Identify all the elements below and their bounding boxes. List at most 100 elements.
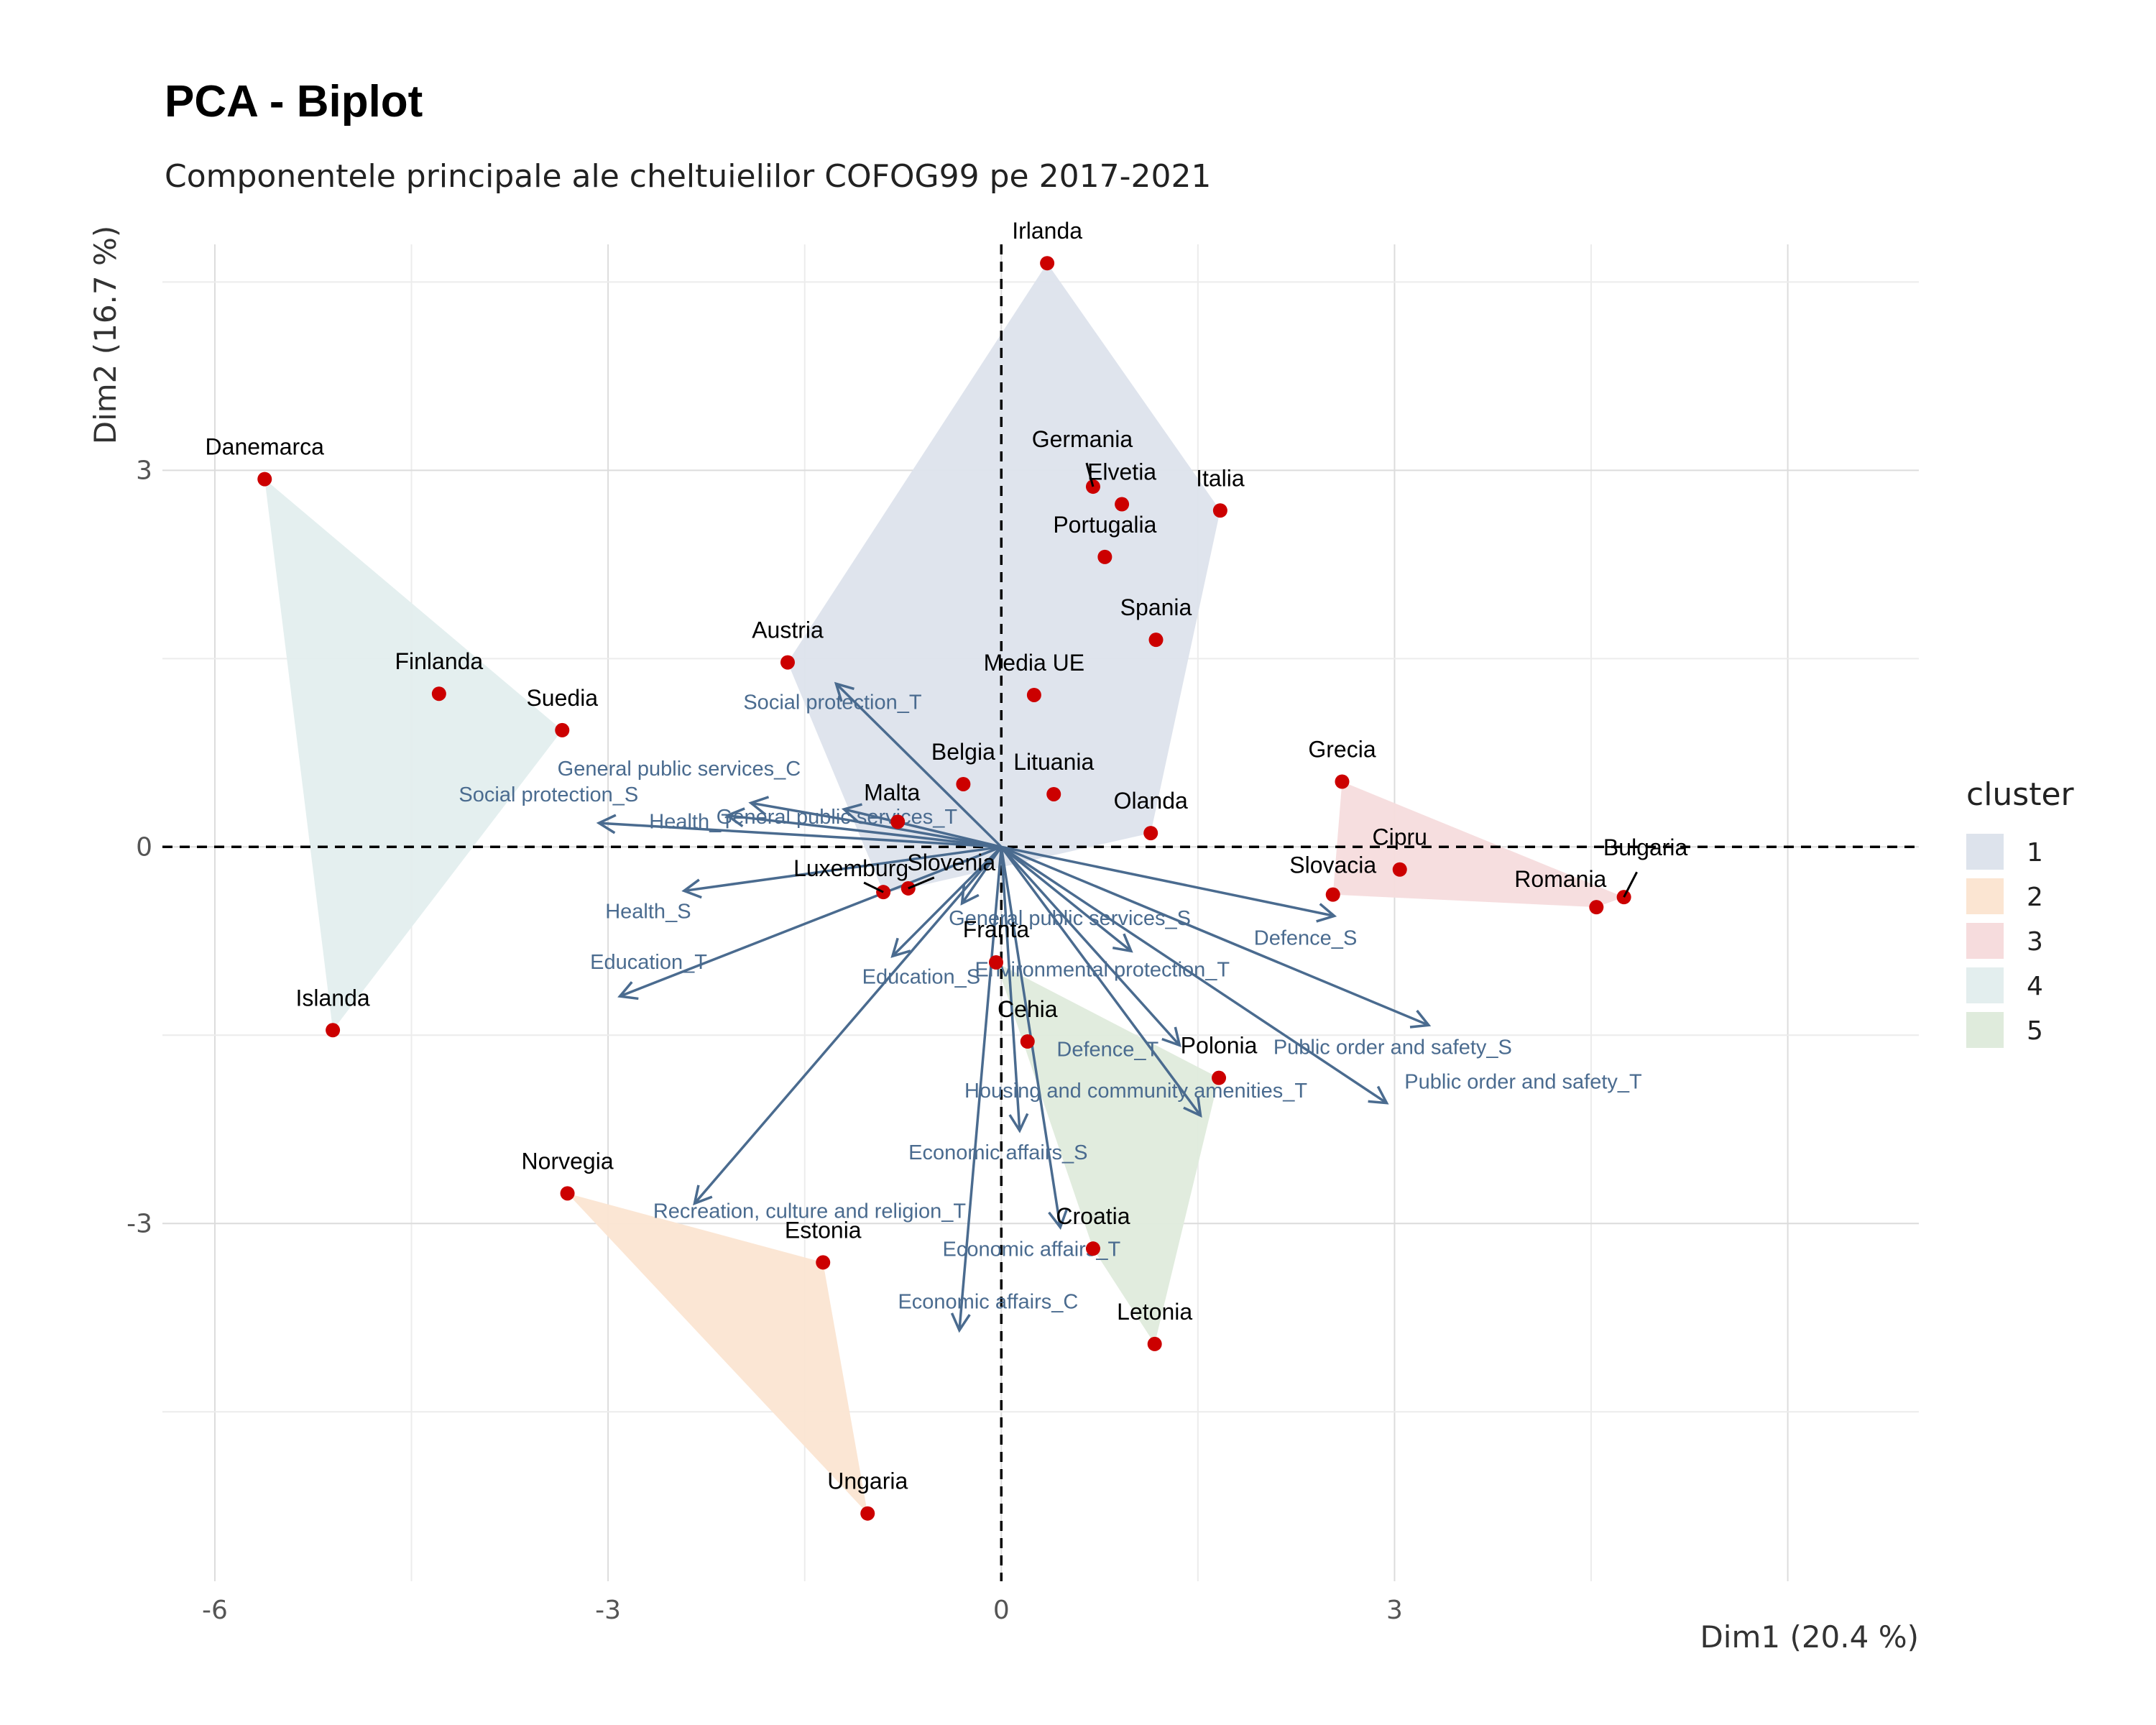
point-label: Grecia bbox=[1308, 736, 1376, 762]
point-Austria bbox=[780, 655, 795, 670]
variable-label: Recreation, culture and religion_T bbox=[653, 1200, 967, 1223]
point-Islanda bbox=[326, 1023, 341, 1038]
point-label: Danemarca bbox=[206, 434, 325, 460]
variable-label: Defence_T bbox=[1056, 1038, 1158, 1061]
variable-label: Social protection_T bbox=[743, 691, 922, 714]
point-Polonia bbox=[1212, 1070, 1227, 1085]
legend: cluster 1 2 3 4 5 bbox=[1966, 776, 2075, 1048]
legend-swatch-4 bbox=[1966, 967, 2004, 1003]
arrow-Health_S bbox=[683, 845, 1002, 893]
point-Slovacia bbox=[1325, 887, 1340, 902]
point-Croatia bbox=[1085, 1241, 1100, 1256]
arrowhead-Education_T bbox=[617, 981, 639, 1000]
legend-swatch-5 bbox=[1966, 1012, 2004, 1048]
point-label: Elvetia bbox=[1087, 459, 1156, 485]
arrowhead-General public services_T bbox=[841, 803, 862, 823]
point-label: Cipru bbox=[1373, 824, 1427, 850]
arrowhead-Public order and safety_T bbox=[1368, 1085, 1389, 1105]
arrow-Public order and safety_S bbox=[1000, 845, 1429, 1026]
point-label: Romania bbox=[1514, 866, 1606, 892]
point-Danemarca bbox=[257, 472, 272, 487]
arrow-Public order and safety_T bbox=[1000, 845, 1388, 1105]
variable-label: Health_S bbox=[605, 900, 691, 923]
cluster-hull-1 bbox=[787, 263, 1220, 893]
cluster-hull-4 bbox=[264, 479, 563, 1031]
reference-lines bbox=[162, 244, 1919, 1581]
point-label: Bulgaria bbox=[1603, 834, 1688, 860]
point-Media UE bbox=[1026, 687, 1041, 702]
point-label: Islanda bbox=[296, 985, 370, 1011]
x-axis-title: Dim1 (20.4 %) bbox=[1700, 1619, 1919, 1655]
point-Cipru bbox=[1392, 862, 1407, 877]
legend-title: cluster bbox=[1966, 776, 2075, 813]
arrowhead-Recreation, culture and religion_T bbox=[693, 1184, 713, 1206]
label-leader bbox=[863, 881, 884, 893]
point-Finlanda bbox=[431, 686, 446, 702]
point-label: Cehia bbox=[998, 996, 1058, 1022]
point-Malta bbox=[890, 814, 906, 829]
individual-points: Irlanda Germania Elvetia Italia Portugalia Sp… bbox=[206, 218, 1688, 1521]
point-Portugalia bbox=[1097, 549, 1112, 564]
legend-label: 3 bbox=[2027, 927, 2043, 957]
point-label: Irlanda bbox=[1012, 218, 1082, 244]
arrow-Economic affairs_C bbox=[958, 847, 1003, 1330]
arrowhead-Economic affairs_C bbox=[950, 1312, 971, 1333]
variable-label: Education_S bbox=[862, 965, 980, 988]
arrow-Education_T bbox=[619, 845, 1002, 998]
arrow-General public services_T bbox=[844, 808, 1002, 849]
arrow-Housing and community amenities_T bbox=[1000, 846, 1202, 1117]
point-label: Media UE bbox=[984, 650, 1085, 676]
arrowhead-Health_T bbox=[724, 807, 745, 828]
point-Olanda bbox=[1143, 826, 1158, 841]
arrowhead-Health_S bbox=[681, 878, 702, 899]
arrowhead-Social protection_S bbox=[596, 814, 617, 834]
variable-label: Public order and safety_T bbox=[1404, 1071, 1642, 1094]
label-leader bbox=[908, 876, 935, 890]
variable-label: General public services_S bbox=[949, 907, 1191, 930]
point-Spania bbox=[1148, 632, 1164, 648]
arrow-Recreation, culture and religion_T bbox=[694, 846, 1003, 1205]
variable-label: Housing and community amenities_T bbox=[964, 1080, 1307, 1103]
point-label: Italia bbox=[1196, 465, 1245, 491]
cluster-hull-5 bbox=[995, 962, 1220, 1344]
point-Irlanda bbox=[1040, 256, 1055, 271]
variable-label: Economic affairs_S bbox=[908, 1141, 1087, 1164]
arrow-General public services_C bbox=[750, 801, 1002, 849]
arrowhead-Social protection_T bbox=[834, 681, 854, 702]
point-Cehia bbox=[1020, 1034, 1035, 1049]
point-label: Estonia bbox=[785, 1217, 862, 1243]
arrow-Economic affairs_S bbox=[1000, 847, 1021, 1131]
variable-label: Environmental protection_T bbox=[975, 958, 1230, 981]
y-axis-title: Dim2 (16.7 %) bbox=[88, 226, 123, 445]
point-label: Luxemburg bbox=[793, 855, 908, 881]
point-label: Germania bbox=[1032, 426, 1133, 452]
point-label: Olanda bbox=[1114, 788, 1188, 814]
arrow-Education_S bbox=[891, 846, 1003, 957]
arrow-Social protection_S bbox=[599, 822, 1002, 849]
legend-label: 4 bbox=[2027, 972, 2043, 1001]
label-leader bbox=[1085, 462, 1095, 487]
arrowhead-Education_S bbox=[890, 937, 911, 958]
point-label: Croatia bbox=[1056, 1203, 1130, 1229]
variable-label: General public services_T bbox=[717, 806, 958, 829]
point-label: Slovenia bbox=[907, 850, 995, 875]
point-label: Franta bbox=[963, 916, 1030, 942]
point-label: Slovacia bbox=[1289, 852, 1376, 878]
arrow-Defence_S bbox=[1000, 845, 1335, 918]
y-tick-label: 0 bbox=[136, 832, 152, 862]
arrowhead-Housing and community amenities_T bbox=[1183, 1097, 1202, 1118]
x-tick-label: 3 bbox=[1386, 1596, 1403, 1625]
point-label: Spania bbox=[1120, 594, 1192, 620]
legend-swatch-3 bbox=[1966, 923, 2004, 959]
point-Ungaria bbox=[860, 1506, 875, 1521]
x-tick-label: -3 bbox=[595, 1596, 621, 1625]
legend-label: 2 bbox=[2027, 883, 2043, 912]
arrowhead-Economic affairs_T bbox=[1048, 1209, 1068, 1230]
point-label: Norvegia bbox=[522, 1148, 614, 1174]
chart-subtitle: Componentele principale ale cheltuielilo… bbox=[165, 158, 1212, 195]
axis-ticks: -6 -3 0 3 -3 0 3 bbox=[126, 456, 1403, 1625]
point-Romania bbox=[1589, 900, 1604, 915]
variable-label: Public order and safety_S bbox=[1273, 1036, 1512, 1059]
